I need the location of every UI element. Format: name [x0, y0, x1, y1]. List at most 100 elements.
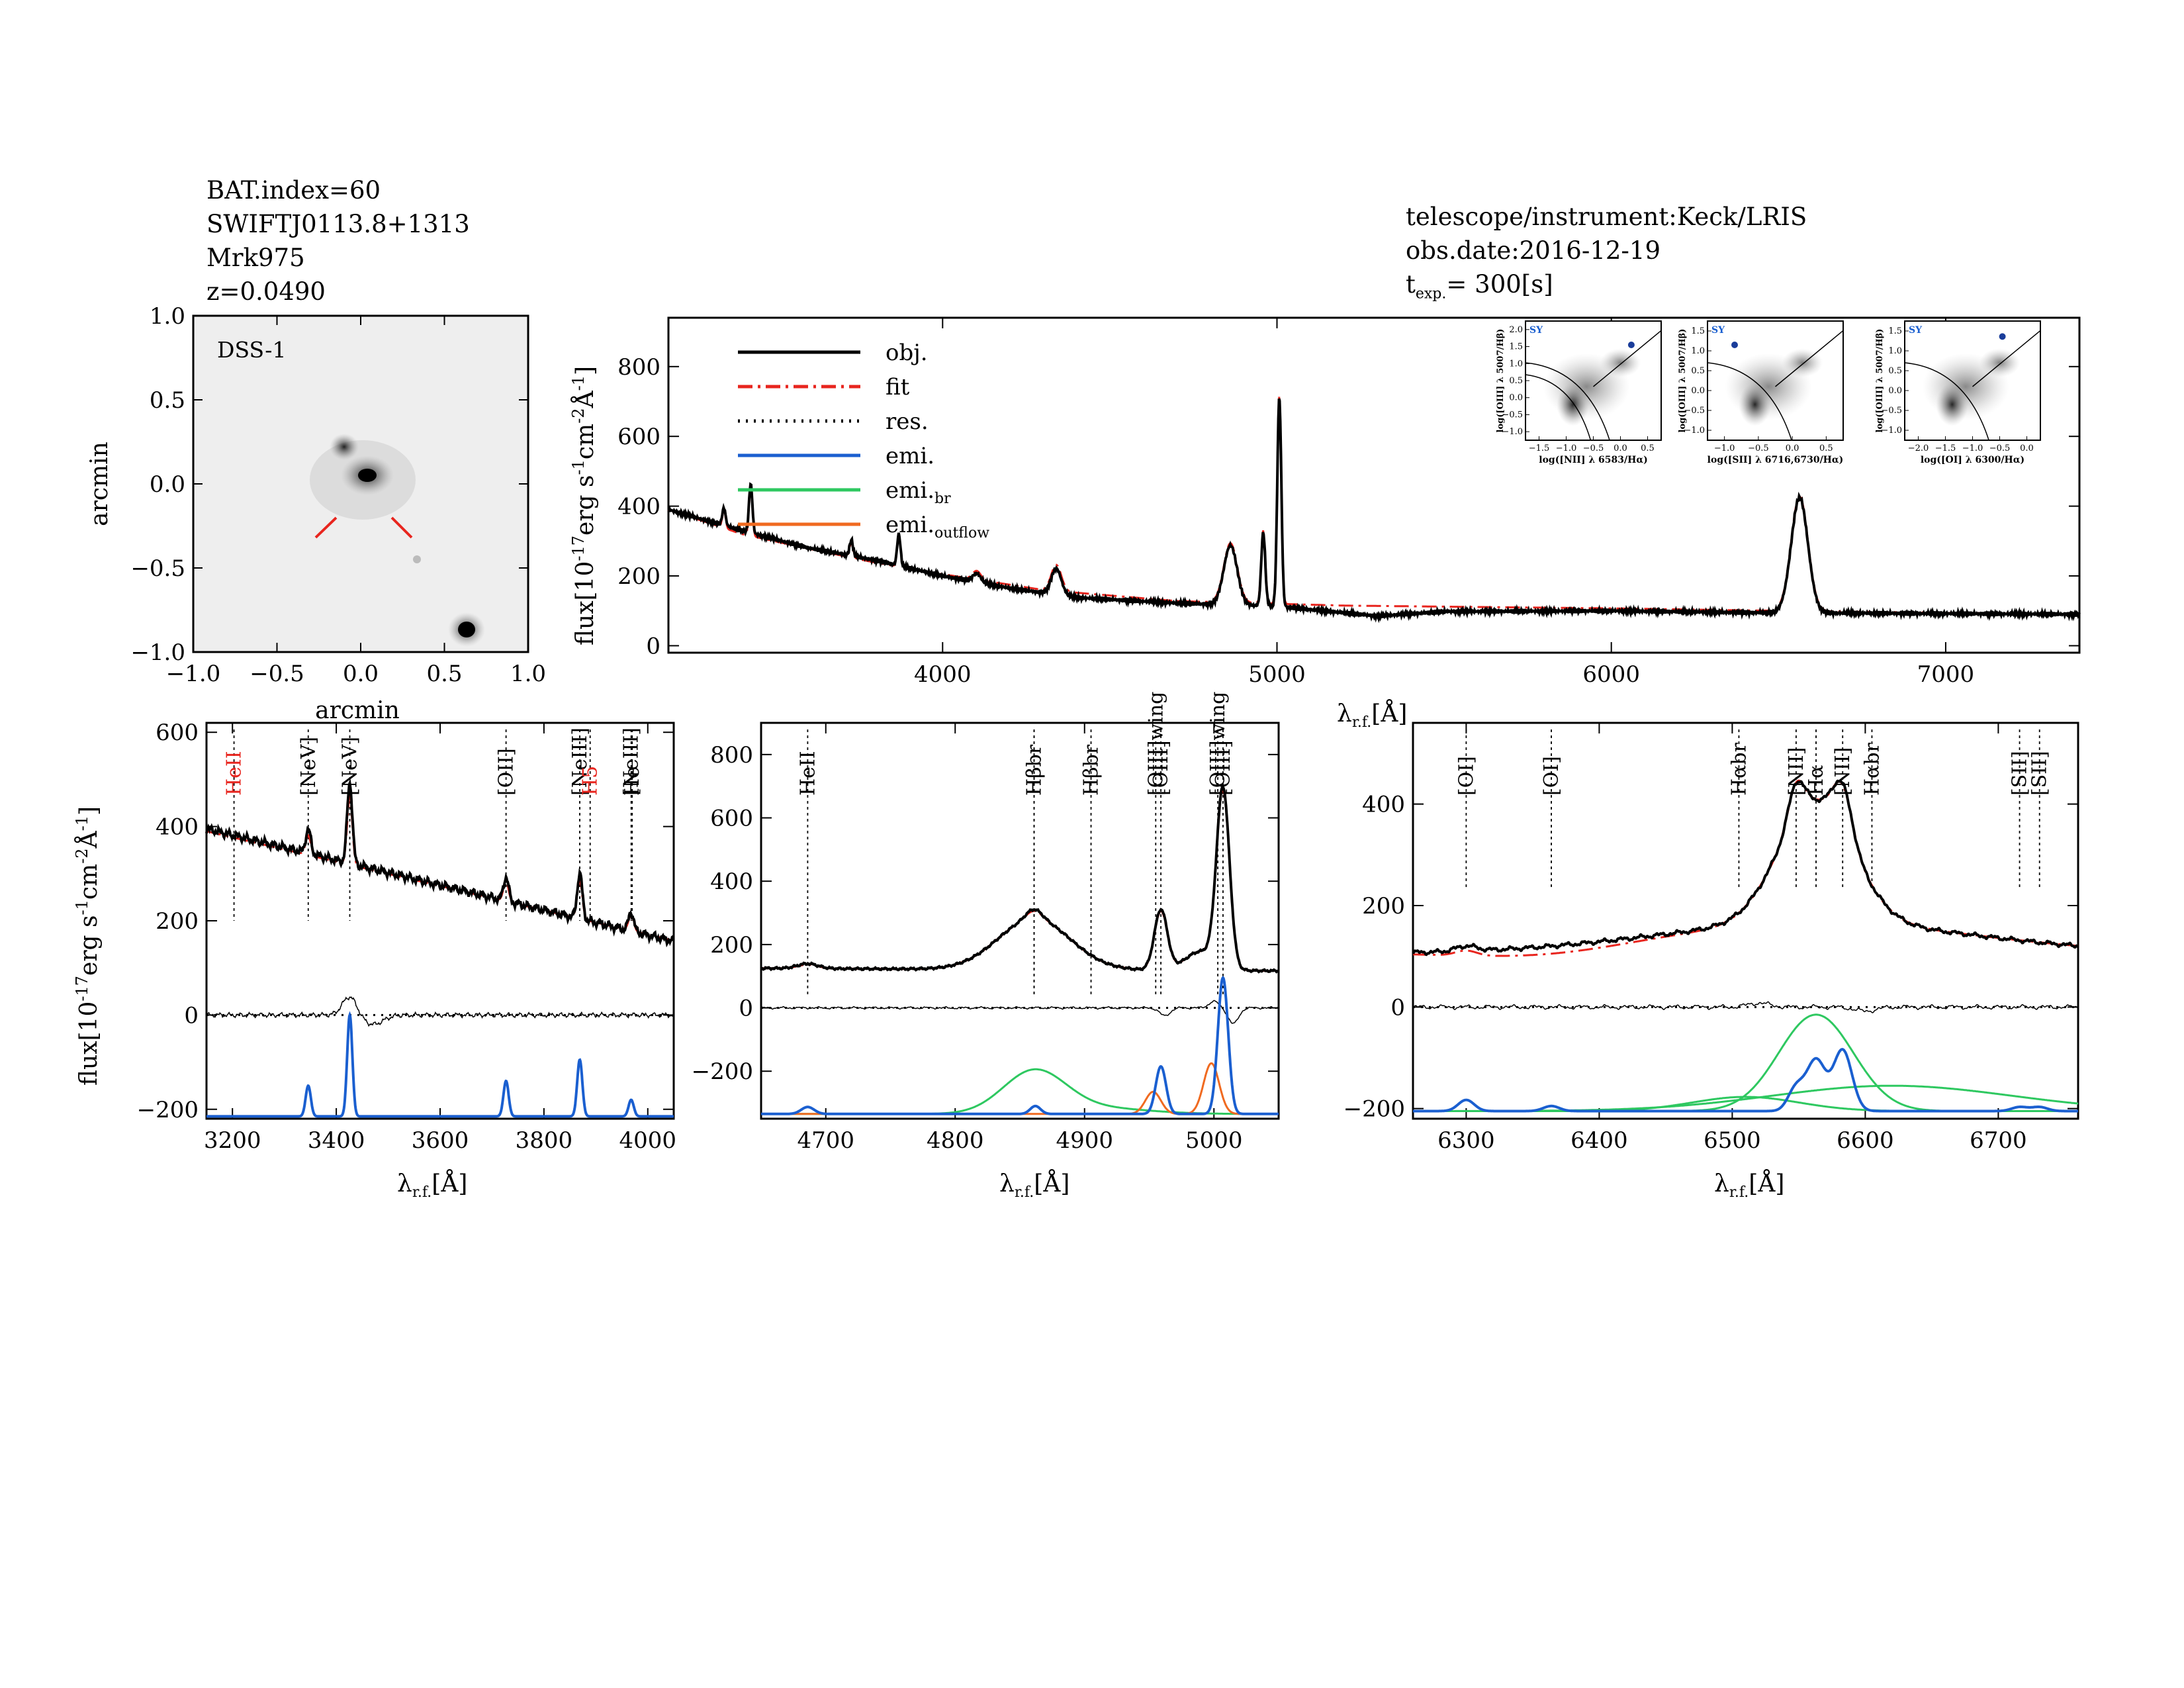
zoom1-xtick-label: 3800 — [516, 1127, 573, 1154]
zoom2-emi-outflow — [761, 1062, 1279, 1115]
dss-xtick-label: −0.5 — [250, 661, 304, 687]
zoom2-fit — [761, 788, 1279, 972]
bpt-demarcation-2 — [1525, 374, 1592, 441]
zoom2-ytick-label: 800 — [710, 742, 753, 769]
zoom2-ytick-label: 600 — [710, 806, 753, 832]
bpt-xtick-label: −1.0 — [1556, 444, 1577, 453]
zoom3-residual — [1412, 1001, 2079, 1013]
telescope-label: telescope/instrument:Keck/LRIS — [1406, 203, 1807, 231]
bpt-ytick-label: 1.0 — [1509, 359, 1523, 369]
zoom1-xtick-label: 4000 — [619, 1127, 677, 1154]
bpt-xtick-label: −1.5 — [1529, 444, 1550, 453]
line-marker-label: He — [621, 767, 644, 796]
dss-xtick-label: −1.0 — [166, 661, 221, 687]
bpt-xtick-label: −1.5 — [1935, 444, 1956, 453]
line-marker-label: [OIII]wing — [1206, 692, 1230, 796]
bpt-density-core — [1739, 383, 1772, 426]
bpt-xlabel: log([NII] λ 6583/Hα) — [1539, 455, 1647, 465]
zoom3-emi — [1413, 1048, 2078, 1113]
bpt-xtick-label: −0.5 — [1748, 444, 1769, 453]
bpt-xtick-label: −1.0 — [1962, 444, 1983, 453]
zoom3-emi-br-wide — [1413, 1084, 2079, 1112]
line-marker-label: HeII — [223, 751, 246, 796]
main-ylabel: flux[10-17erg s-1cm-2Å-1] — [569, 366, 599, 645]
bpt-xtick-label: −0.5 — [1989, 444, 2011, 453]
bpt-ytick-label: 1.5 — [1691, 326, 1705, 336]
bpt-tag: SY — [1529, 325, 1543, 336]
zoom3-fit — [1413, 779, 2079, 957]
bpt-ytick-label: 1.0 — [1888, 346, 1902, 356]
main-xtick-label: 6000 — [1582, 661, 1640, 688]
zoom1-xtick-label: 3400 — [308, 1127, 365, 1154]
line-marker-label: [NeIII] — [569, 727, 592, 796]
zoom1-residual — [206, 996, 674, 1027]
line-marker-label: [SII] — [2009, 751, 2032, 796]
bpt-ytick-label: 1.5 — [1888, 326, 1902, 336]
zoom2-xtick-label: 4800 — [927, 1127, 984, 1154]
bpt-demarcation-1 — [1707, 362, 1792, 441]
zoom3-xtick-label: 6600 — [1837, 1127, 1894, 1154]
dss-ylabel: arcmin — [86, 442, 113, 526]
bpt-ytick-label: 0.5 — [1888, 366, 1902, 376]
bpt-ylabel: log([OIII] λ 5007/Hβ) — [1496, 329, 1506, 433]
main-curves — [668, 395, 2081, 624]
zoom2-ytick-label: −200 — [692, 1058, 753, 1085]
zoom1-xlabel: λr.f.[Å] — [397, 1170, 467, 1201]
line-marker-label: Hβbr — [1080, 744, 1103, 796]
bpt-xtick-label: 0.5 — [1819, 444, 1833, 453]
bpt-seyfert-liner-line — [1593, 330, 1662, 387]
bpt-seyfert-liner-line — [1775, 330, 1844, 387]
bpt-demarcation-1 — [1904, 362, 1989, 441]
line-marker-label: [OII] — [495, 748, 518, 796]
bpt-tag: SY — [1909, 325, 1923, 336]
bpt-xtick-label: −2.0 — [1908, 444, 1929, 453]
zoom3-frame — [1412, 722, 2079, 1120]
zoom3-xtick-label: 6700 — [1970, 1127, 2027, 1154]
line-marker-label: [NeV] — [297, 737, 320, 796]
zoom2-xtick-label: 4700 — [797, 1127, 854, 1154]
bpt-ytick-label: −0.5 — [1881, 406, 1902, 416]
marker-left — [314, 516, 338, 539]
zoom3-ytick-label: 0 — [1390, 994, 1405, 1021]
zoom1-xtick-label: 3600 — [412, 1127, 469, 1154]
bpt-density-core — [1936, 383, 1969, 426]
main-frame — [667, 316, 2081, 654]
legend-label-1: fit — [886, 374, 910, 400]
line-marker-label: Hαbr — [1727, 742, 1751, 796]
zoom1-obj — [205, 778, 675, 948]
dss-xtick-label: 0.0 — [343, 661, 379, 687]
main-xtick-label: 4000 — [914, 661, 972, 688]
galaxy-companion — [330, 434, 359, 460]
zoom2-xtick-label: 4900 — [1056, 1127, 1113, 1154]
bpt-xtick-label: 0.0 — [2020, 444, 2034, 453]
dss-ytick-label: 1.0 — [150, 303, 185, 330]
bpt-inset-0: SY −1.5 −1.0 −0.5 0.0 0.5 −1.0 −0.5 0.0 0.5 1.0 1.5… — [1496, 320, 1662, 465]
main-spectrum-panel: 4000 5000 6000 7000 0 200 400 600 800 — [617, 316, 2081, 688]
zoom2-emi — [761, 976, 1279, 1115]
zoom3-ytick-label: 400 — [1362, 792, 1405, 818]
dss-ytick-label: 0.0 — [150, 471, 185, 498]
bpt-source-point — [1999, 333, 2006, 340]
bpt-ylabel: log([OIII] λ 5007/Hβ) — [1875, 329, 1885, 433]
bpt-ytick-label: 2.0 — [1509, 325, 1523, 335]
line-marker-label: Hβbr — [1023, 744, 1046, 796]
zoom2-ytick-label: 0 — [739, 996, 753, 1022]
swift-name: SWIFTJ0113.8+1313 — [206, 210, 470, 238]
bpt-inset-1: SY−1.0 −0.5 0.0 0.5−1.0−0.50.00.51.01.5log(… — [1678, 320, 1844, 465]
bpt-ytick-label: 0.0 — [1509, 393, 1523, 403]
bpt-ytick-label: 0.5 — [1691, 366, 1705, 376]
field-star-core — [458, 622, 475, 637]
zoom1-xtick-label: 3200 — [204, 1127, 261, 1154]
exposure-time: texp.= 300[s] — [1406, 270, 1553, 303]
bpt-xtick-label: 0.5 — [1641, 444, 1655, 453]
zoom1-ytick-label: 400 — [156, 814, 199, 841]
header-right: telescope/instrument:Keck/LRIS obs.date:… — [1406, 200, 1807, 310]
zoom1-ytick-label: 0 — [184, 1002, 199, 1029]
bpt-source-point — [1627, 342, 1635, 348]
zoom1-ytick-label: −200 — [137, 1097, 199, 1123]
zoom2-xlabel: λr.f.[Å] — [999, 1170, 1069, 1201]
bpt-ytick-label: −1.0 — [1684, 426, 1705, 436]
bpt-tag: SY — [1711, 325, 1725, 336]
dss-ytick-label: −0.5 — [130, 555, 185, 582]
